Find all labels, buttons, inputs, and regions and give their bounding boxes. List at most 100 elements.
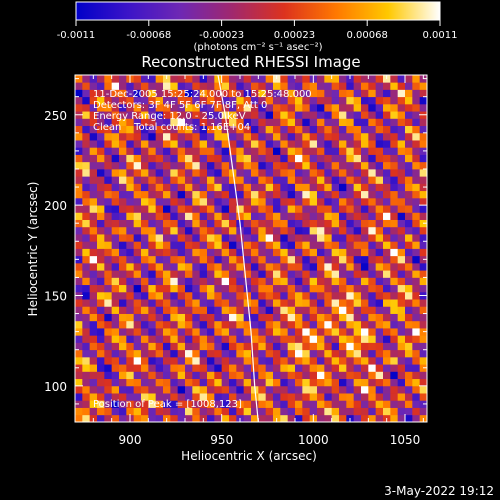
heatmap-cell	[126, 89, 135, 98]
heatmap-cell	[265, 291, 274, 300]
heatmap-cell	[324, 255, 333, 264]
heatmap-cell	[383, 176, 391, 184]
heatmap-cell	[133, 328, 142, 336]
heatmap-cell	[273, 320, 281, 329]
heatmap-cell	[324, 205, 333, 213]
heatmap-cell	[251, 407, 259, 416]
heatmap-cell	[405, 385, 413, 394]
heatmap-cell	[229, 125, 237, 134]
heatmap-cell	[405, 103, 413, 112]
heatmap-cell	[148, 241, 157, 249]
heatmap-cell	[236, 89, 245, 98]
heatmap-cell	[97, 111, 105, 119]
heatmap-cell	[192, 342, 201, 351]
heatmap-cell	[141, 378, 149, 387]
heatmap-cell	[302, 190, 311, 199]
heatmap-cell	[383, 241, 391, 249]
heatmap-cell	[155, 356, 164, 365]
heatmap-cell	[251, 270, 259, 278]
heatmap-cell	[207, 161, 215, 170]
heatmap-cell	[339, 241, 347, 249]
heatmap-cell	[236, 168, 245, 177]
heatmap-cell	[353, 168, 362, 177]
heatmap-cell	[302, 103, 311, 112]
heatmap-cell	[258, 407, 267, 416]
heatmap-cell	[119, 378, 127, 387]
heatmap-cell	[280, 414, 289, 422]
heatmap-cell	[148, 183, 157, 192]
heatmap-cell	[236, 125, 245, 134]
heatmap-cell	[133, 75, 142, 83]
heatmap-cell	[397, 277, 406, 286]
heatmap-cell	[375, 407, 384, 416]
heatmap-cell	[82, 291, 91, 300]
heatmap-cell	[126, 154, 135, 163]
heatmap-cell	[346, 82, 355, 90]
heatmap-cell	[383, 212, 391, 220]
heatmap-cell	[265, 212, 274, 220]
heatmap-cell	[214, 82, 223, 90]
heatmap-cell	[324, 349, 333, 358]
heatmap-cell	[163, 364, 171, 372]
heatmap-cell	[163, 306, 171, 314]
heatmap-cell	[214, 241, 223, 249]
heatmap-cell	[287, 291, 296, 300]
heatmap-cell	[207, 299, 215, 307]
heatmap-cell	[82, 75, 91, 83]
heatmap-cell	[331, 400, 340, 408]
heatmap-cell	[89, 219, 98, 228]
heatmap-cell	[390, 248, 399, 257]
heatmap-cell	[324, 75, 333, 83]
heatmap-cell	[280, 212, 289, 220]
heatmap-cell	[375, 132, 384, 141]
heatmap-cell	[126, 82, 135, 90]
heatmap-cell	[353, 364, 362, 372]
heatmap-cell	[412, 125, 421, 134]
heatmap-cell	[309, 212, 318, 220]
heatmap-cell	[339, 96, 347, 105]
heatmap-cell	[243, 270, 252, 278]
heatmap-cell	[89, 306, 98, 314]
heatmap-cell	[309, 320, 318, 329]
heatmap-cell	[309, 299, 318, 307]
heatmap-cell	[397, 176, 406, 184]
heatmap-cell	[405, 190, 413, 199]
heatmap-cell	[346, 125, 355, 134]
heatmap-cell	[236, 385, 245, 394]
heatmap-cell	[302, 313, 311, 322]
heatmap-cell	[324, 306, 333, 314]
heatmap-cell	[141, 205, 149, 213]
heatmap-cell	[243, 161, 252, 170]
heatmap-cell	[273, 154, 281, 163]
heatmap-cell	[75, 140, 83, 148]
heatmap-cell	[258, 371, 267, 380]
heatmap-cell	[185, 393, 193, 401]
heatmap-cell	[75, 335, 83, 343]
heatmap-cell	[214, 335, 223, 343]
heatmap-cell	[390, 385, 399, 394]
heatmap-cell	[412, 75, 421, 83]
heatmap-cell	[251, 241, 259, 249]
heatmap-cell	[324, 125, 333, 134]
heatmap-cell	[89, 205, 98, 213]
heatmap-cell	[141, 393, 149, 401]
heatmap-cell	[141, 313, 149, 322]
heatmap-cell	[273, 284, 281, 293]
heatmap-cell	[75, 320, 83, 329]
heatmap-cell	[185, 168, 193, 177]
heatmap-cell	[280, 407, 289, 416]
heatmap-cell	[346, 356, 355, 365]
heatmap-cell	[287, 393, 296, 401]
heatmap-cell	[133, 320, 142, 329]
heatmap-cell	[287, 226, 296, 235]
heatmap-cell	[419, 270, 427, 278]
heatmap-cell	[353, 320, 362, 329]
heatmap-cell	[273, 349, 281, 358]
heatmap-cell	[82, 385, 91, 394]
x-axis-label: Heliocentric X (arcsec)	[181, 449, 317, 463]
heatmap-cell	[89, 89, 98, 98]
heatmap-cell	[111, 147, 120, 155]
heatmap-cell	[177, 75, 186, 83]
heatmap-cell	[331, 262, 340, 271]
heatmap-cell	[214, 111, 223, 119]
